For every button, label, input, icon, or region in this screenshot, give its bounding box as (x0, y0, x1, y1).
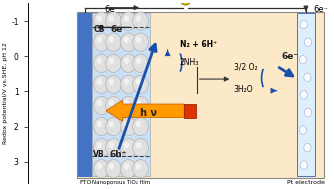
Bar (78, 13, 93, 177)
Circle shape (304, 73, 311, 81)
Circle shape (106, 12, 121, 30)
Circle shape (136, 121, 141, 127)
Circle shape (109, 100, 114, 106)
Circle shape (124, 100, 129, 106)
Text: Pt electrode: Pt electrode (287, 180, 325, 185)
Circle shape (106, 33, 121, 51)
Circle shape (109, 58, 114, 64)
Circle shape (133, 96, 148, 115)
Circle shape (109, 79, 114, 85)
Circle shape (121, 33, 136, 51)
Bar (77, 12, 324, 177)
Circle shape (300, 20, 307, 29)
Circle shape (124, 79, 129, 85)
Circle shape (180, 0, 192, 5)
Circle shape (94, 117, 109, 136)
Text: 6e⁻: 6e⁻ (105, 5, 120, 14)
Circle shape (97, 163, 102, 170)
Text: FTO: FTO (79, 180, 92, 185)
Circle shape (94, 54, 109, 72)
Circle shape (121, 12, 136, 30)
Circle shape (133, 54, 148, 72)
Circle shape (124, 142, 129, 148)
Circle shape (304, 143, 311, 152)
Circle shape (136, 100, 141, 106)
Circle shape (109, 121, 114, 127)
Circle shape (94, 139, 109, 157)
Circle shape (124, 15, 129, 22)
Text: CB: CB (93, 25, 105, 34)
Text: VB: VB (93, 149, 105, 159)
Circle shape (304, 38, 312, 46)
Circle shape (300, 91, 307, 99)
Text: h ν: h ν (140, 108, 157, 118)
Circle shape (133, 117, 148, 136)
Text: N₂ + 6H⁺: N₂ + 6H⁺ (180, 40, 217, 50)
Circle shape (97, 100, 102, 106)
Circle shape (124, 58, 129, 64)
Circle shape (299, 56, 307, 64)
Text: Nanoporous TiO₂ film: Nanoporous TiO₂ film (92, 180, 150, 185)
Circle shape (106, 96, 121, 115)
Circle shape (94, 96, 109, 115)
Circle shape (121, 139, 136, 157)
Circle shape (97, 142, 102, 148)
Circle shape (121, 160, 136, 178)
Circle shape (109, 163, 114, 170)
Circle shape (133, 160, 148, 178)
Circle shape (133, 12, 148, 30)
Text: 6e⁻: 6e⁻ (111, 25, 128, 34)
Circle shape (300, 161, 307, 170)
Circle shape (121, 75, 136, 94)
Circle shape (133, 33, 148, 51)
Circle shape (106, 54, 121, 72)
Circle shape (136, 79, 141, 85)
Circle shape (304, 108, 312, 117)
Text: 6e⁻: 6e⁻ (282, 52, 299, 61)
Circle shape (94, 12, 109, 30)
Circle shape (109, 36, 114, 43)
Text: 6e⁻: 6e⁻ (313, 5, 328, 14)
Circle shape (133, 75, 148, 94)
Circle shape (106, 160, 121, 178)
Circle shape (136, 58, 141, 64)
Circle shape (97, 79, 102, 85)
Circle shape (97, 121, 102, 127)
Circle shape (124, 36, 129, 43)
Circle shape (106, 117, 121, 136)
Text: 3/2 O₂: 3/2 O₂ (234, 62, 258, 71)
Circle shape (106, 139, 121, 157)
Circle shape (94, 160, 109, 178)
Circle shape (121, 96, 136, 115)
Bar (184, 104, 196, 118)
Bar (93, 13, 150, 177)
Circle shape (97, 15, 102, 22)
Circle shape (136, 163, 141, 170)
Circle shape (106, 75, 121, 94)
Bar (297, 13, 315, 177)
Circle shape (121, 54, 136, 72)
Circle shape (124, 121, 129, 127)
Circle shape (133, 139, 148, 157)
Circle shape (124, 163, 129, 170)
Circle shape (109, 15, 114, 22)
Y-axis label: Redox potential/V vs.SHE, pH 12: Redox potential/V vs.SHE, pH 12 (3, 42, 8, 144)
Text: 2NH₃: 2NH₃ (180, 58, 199, 67)
Circle shape (94, 75, 109, 94)
Text: 6h⁺: 6h⁺ (110, 149, 127, 159)
Circle shape (136, 36, 141, 43)
Circle shape (94, 33, 109, 51)
Circle shape (97, 36, 102, 43)
Circle shape (136, 142, 141, 148)
Circle shape (109, 142, 114, 148)
Text: 3H₂O: 3H₂O (234, 85, 254, 94)
Circle shape (136, 15, 141, 22)
FancyArrow shape (106, 100, 184, 121)
Circle shape (121, 117, 136, 136)
Circle shape (97, 58, 102, 64)
Circle shape (299, 126, 307, 134)
